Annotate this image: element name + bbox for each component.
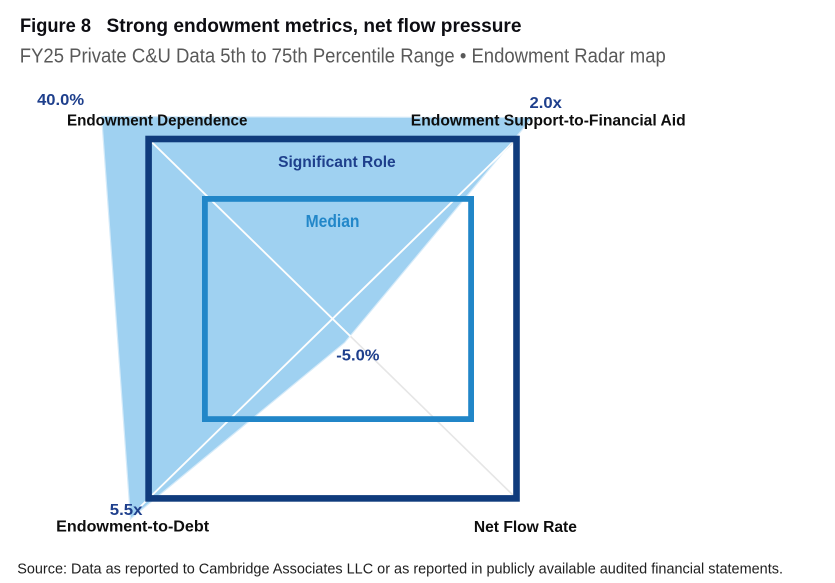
svg-text:Figure 8: Figure 8 <box>20 15 91 37</box>
svg-text:-5.0%: -5.0% <box>336 348 379 365</box>
svg-text:40.0%: 40.0% <box>37 92 84 109</box>
svg-text:Significant Role: Significant Role <box>278 154 396 171</box>
svg-text:Median: Median <box>306 211 360 231</box>
svg-text:Net Flow Rate: Net Flow Rate <box>474 519 577 536</box>
svg-text:2.0x: 2.0x <box>530 95 563 112</box>
svg-text:Endowment Dependence: Endowment Dependence <box>67 113 248 130</box>
svg-text:Strong endowment metrics, net: Strong endowment metrics, net flow press… <box>107 15 522 37</box>
svg-text:5.5x: 5.5x <box>110 502 143 519</box>
svg-text:Endowment Support-to-Financial: Endowment Support-to-Financial Aid <box>411 112 686 129</box>
svg-text:FY25 Private C&U Data 5th to 7: FY25 Private C&U Data 5th to 75th Percen… <box>20 46 666 68</box>
svg-text:Endowment-to-Debt: Endowment-to-Debt <box>56 519 209 536</box>
svg-text:Source: Data as reported to Ca: Source: Data as reported to Cambridge As… <box>17 562 783 578</box>
